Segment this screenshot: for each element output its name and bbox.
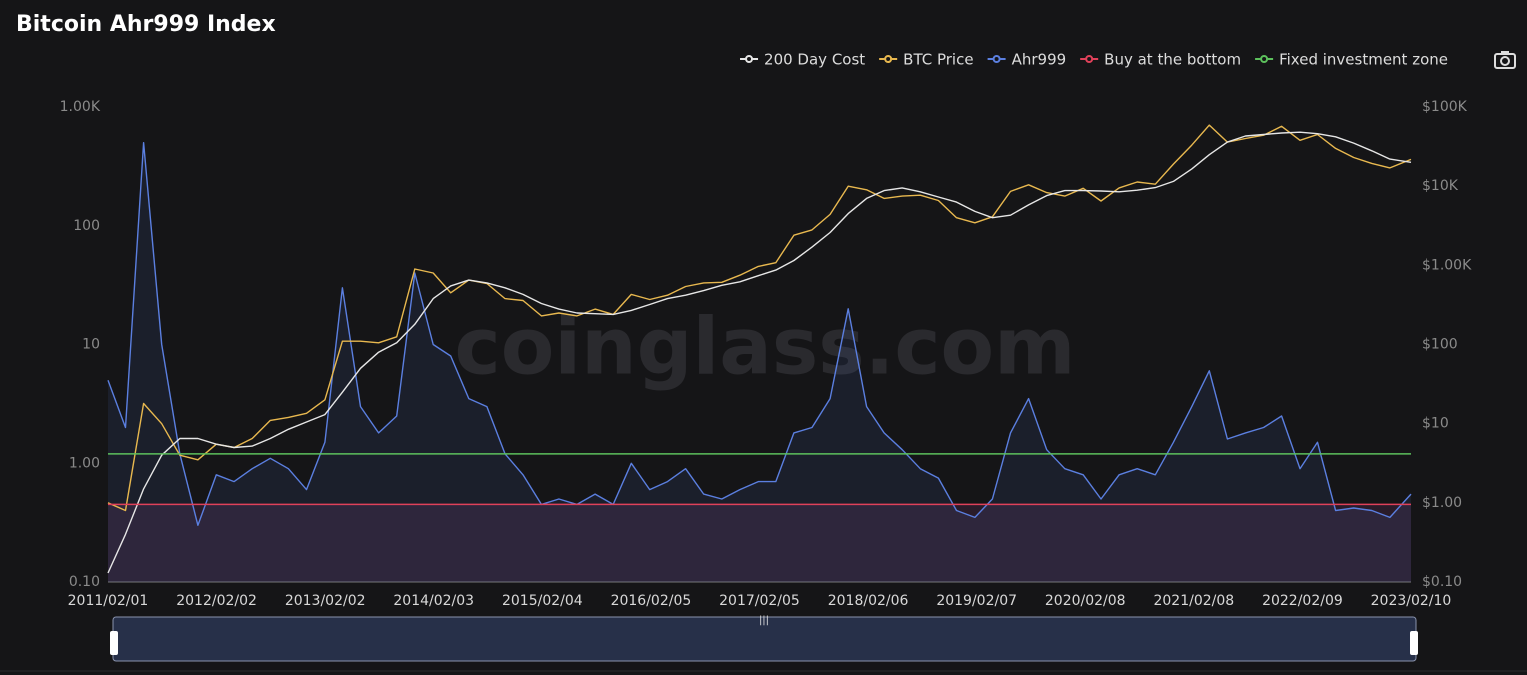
x-tick-label: 2020/02/08 <box>1045 593 1126 609</box>
series-line <box>107 124 1412 512</box>
legend-label: Buy at the bottom <box>1104 51 1241 69</box>
y-tick-label: 1.00K <box>60 99 101 115</box>
legend-item[interactable]: Fixed investment zone <box>1255 51 1448 69</box>
legend-marker <box>1085 55 1094 63</box>
legend-marker <box>884 55 893 63</box>
ahr999-area <box>108 142 1411 582</box>
series-line <box>107 142 1412 526</box>
legend-marker <box>992 55 1001 63</box>
x-tick-label: 2012/02/02 <box>176 593 257 609</box>
y-tick-label: 1.00 <box>69 455 100 471</box>
y2-tick-label: $100K <box>1422 99 1468 115</box>
legend: 200 Day Cost BTC Price Ahr999 Buy at the bo… <box>740 51 1448 69</box>
x-tick-label: 2019/02/07 <box>936 593 1017 609</box>
y2-tick-label: $10 <box>1422 416 1449 432</box>
x-tick-label: 2021/02/08 <box>1153 593 1234 609</box>
legend-item[interactable]: Buy at the bottom <box>1080 51 1241 69</box>
y2-tick-label: $1.00K <box>1422 257 1472 273</box>
x-tick-label: 2022/02/09 <box>1262 593 1343 609</box>
legend-marker <box>1260 55 1269 63</box>
data-zoom[interactable]: ||| <box>110 615 1418 662</box>
legend-item[interactable]: BTC Price <box>879 51 974 69</box>
x-tick-label: 2015/02/04 <box>502 593 583 609</box>
zoom-handle[interactable] <box>110 631 118 655</box>
zoom-grip[interactable]: ||| <box>759 615 769 626</box>
y-tick-label: 100 <box>73 218 100 234</box>
y-tick-label: 0.10 <box>69 574 100 590</box>
x-tick-label: 2018/02/06 <box>828 593 909 609</box>
legend-label: BTC Price <box>903 51 973 69</box>
x-tick-label: 2013/02/02 <box>285 593 366 609</box>
watermark: coinglass.com <box>455 302 1076 392</box>
y-tick-label: 10 <box>82 337 100 353</box>
y2-tick-label: $100 <box>1422 337 1458 353</box>
series-line <box>107 131 1412 574</box>
legend-item[interactable]: Ahr999 <box>987 51 1067 69</box>
x-tick-label: 2017/02/05 <box>719 593 800 609</box>
x-tick-label: 2023/02/10 <box>1371 593 1452 609</box>
camera-icon[interactable] <box>1494 51 1516 69</box>
x-tick-label: 2011/02/01 <box>68 593 149 609</box>
x-tick-label: 2016/02/05 <box>611 593 692 609</box>
legend-label: 200 Day Cost <box>764 51 865 69</box>
y2-tick-label: $0.10 <box>1422 574 1462 590</box>
legend-label: Fixed investment zone <box>1279 51 1448 69</box>
legend-label: Ahr999 <box>1012 51 1067 69</box>
x-tick-label: 2014/02/03 <box>393 593 474 609</box>
legend-marker <box>745 55 754 63</box>
chart-title: Bitcoin Ahr999 Index <box>16 12 276 37</box>
y2-tick-label: $1.00 <box>1422 495 1462 511</box>
legend-item[interactable]: 200 Day Cost <box>740 51 865 69</box>
buy-zone <box>108 504 1411 582</box>
zoom-handle[interactable] <box>1410 631 1418 655</box>
y2-tick-label: $10K <box>1422 178 1459 194</box>
